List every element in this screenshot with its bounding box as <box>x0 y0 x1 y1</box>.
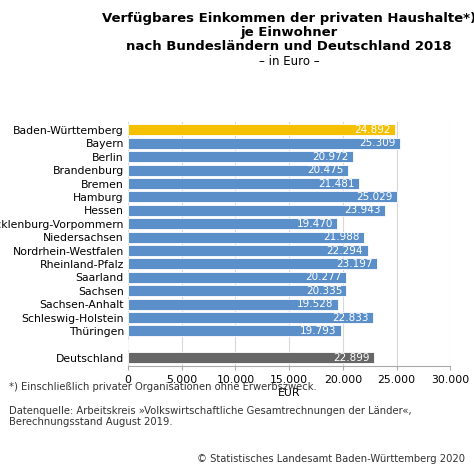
Text: 19.793: 19.793 <box>300 326 337 336</box>
Text: 19.528: 19.528 <box>297 299 334 309</box>
Text: 22.833: 22.833 <box>332 312 369 323</box>
Bar <box>128 232 364 242</box>
Text: 20.475: 20.475 <box>307 165 344 175</box>
Text: Verfügbares Einkommen der privaten Haushalte*): Verfügbares Einkommen der privaten Haush… <box>102 12 474 25</box>
Text: 19.470: 19.470 <box>297 219 333 229</box>
Bar <box>128 191 397 203</box>
Bar <box>128 218 337 229</box>
Text: 20.335: 20.335 <box>306 286 342 296</box>
Bar <box>128 312 374 323</box>
Text: 22.899: 22.899 <box>333 353 370 363</box>
Text: 23.197: 23.197 <box>337 259 373 269</box>
Text: 20.972: 20.972 <box>313 152 349 162</box>
Text: 21.481: 21.481 <box>318 179 355 189</box>
Bar <box>128 299 338 310</box>
Text: © Statistisches Landesamt Baden-Württemberg 2020: © Statistisches Landesamt Baden-Württemb… <box>197 454 465 464</box>
Bar <box>128 205 385 216</box>
Bar <box>128 178 359 189</box>
Bar <box>128 352 374 363</box>
Text: – in Euro –: – in Euro – <box>259 55 319 68</box>
Bar <box>128 165 348 176</box>
Bar <box>128 325 341 336</box>
Text: 25.309: 25.309 <box>359 138 396 148</box>
Text: Datenquelle: Arbeitskreis »Volkswirtschaftliche Gesamtrechnungen der Länder«, Be: Datenquelle: Arbeitskreis »Volkswirtscha… <box>9 406 412 427</box>
Bar <box>128 245 367 256</box>
Text: nach Bundesländern und Deutschland 2018: nach Bundesländern und Deutschland 2018 <box>127 40 452 53</box>
Bar <box>128 258 377 270</box>
Bar <box>128 124 395 136</box>
Text: 25.029: 25.029 <box>356 192 392 202</box>
Text: *) Einschließlich privater Organisationen ohne Erwerbszweck.: *) Einschließlich privater Organisatione… <box>9 382 317 392</box>
Text: je Einwohner: je Einwohner <box>240 26 338 39</box>
Text: 22.294: 22.294 <box>327 246 363 256</box>
Text: 23.943: 23.943 <box>345 205 381 215</box>
Bar <box>128 285 346 296</box>
Text: 21.988: 21.988 <box>323 232 360 242</box>
Bar <box>128 151 353 162</box>
Bar <box>128 272 346 283</box>
Text: 24.892: 24.892 <box>355 125 391 135</box>
Bar <box>128 138 400 149</box>
X-axis label: EUR: EUR <box>278 387 301 398</box>
Text: 20.277: 20.277 <box>305 272 342 282</box>
